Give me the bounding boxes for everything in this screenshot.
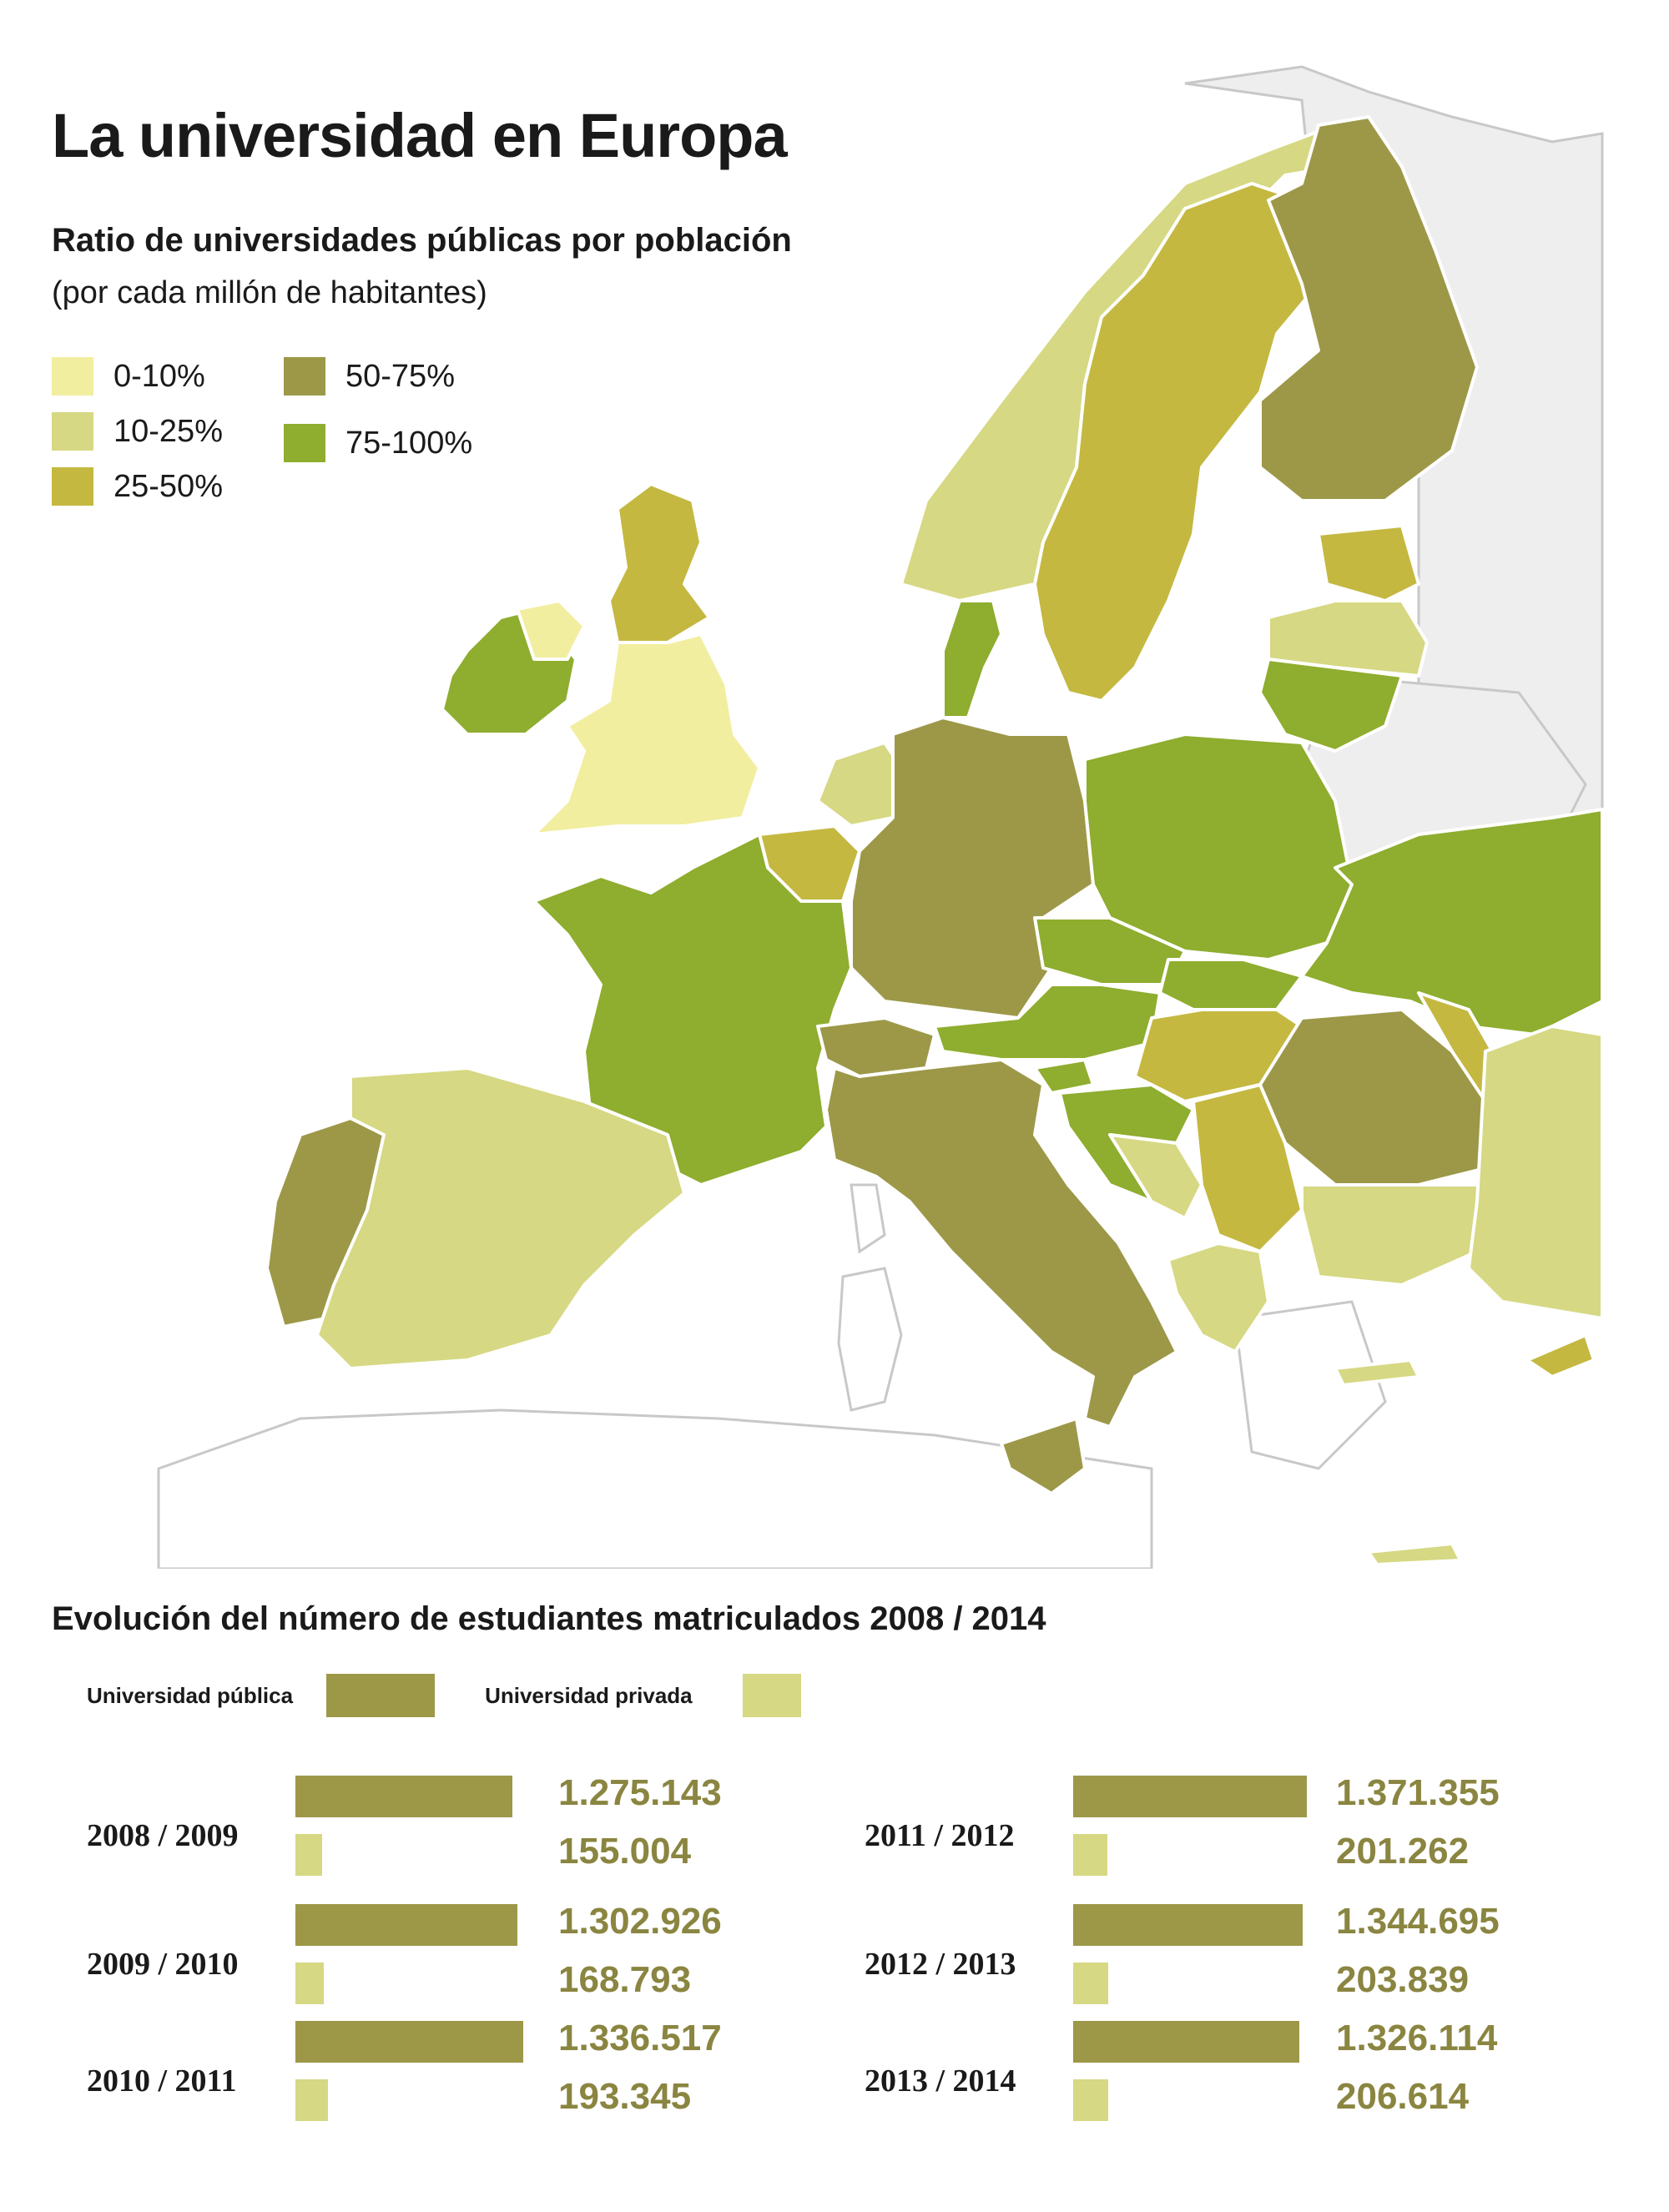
value-public: 1.275.143	[558, 1772, 722, 1813]
public-legend-label: Universidad pública	[87, 1682, 294, 1708]
value-public: 1.336.517	[558, 2018, 722, 2058]
year-row: 2008 / 2009 1.275.143 155.004	[87, 1772, 838, 1901]
map-countries	[265, 115, 1604, 1566]
region-poland	[1083, 733, 1354, 961]
value-private: 201.262	[1336, 1831, 1470, 1872]
region-bulgaria	[1300, 1183, 1487, 1287]
value-private: 206.614	[1336, 2076, 1470, 2117]
region-estonia	[1317, 524, 1420, 602]
legend-swatch	[284, 424, 325, 462]
region-sicily	[1000, 1417, 1087, 1495]
legend-item-0-10: 0-10%	[52, 357, 205, 396]
legend-swatch	[52, 412, 93, 451]
legend-label: 75-100%	[345, 425, 473, 461]
region-france	[532, 833, 853, 1187]
region-lithuania	[1258, 658, 1404, 753]
bar-public	[295, 2021, 523, 2063]
region-finland	[1258, 115, 1479, 502]
region-italy	[824, 1058, 1178, 1428]
region-crete-2	[1367, 1542, 1462, 1566]
students-type-legend: Universidad pública Universidad privada	[87, 1674, 801, 1717]
year-label: 2010 / 2011	[87, 2063, 237, 2099]
year-label: 2009 / 2010	[87, 1947, 239, 1982]
bar-private	[295, 1834, 322, 1876]
bar-public	[1073, 2021, 1299, 2063]
island-corsica	[850, 1183, 886, 1254]
region-slovenia	[1033, 1058, 1095, 1095]
bar-public	[1073, 1776, 1307, 1817]
bar-private	[295, 1963, 324, 2004]
bar-private	[1073, 2079, 1108, 2121]
legend-label: 0-10%	[113, 358, 205, 394]
legend-item-10-25: 10-25%	[52, 412, 223, 451]
value-private: 193.345	[558, 2076, 692, 2117]
region-northern-ireland	[516, 599, 586, 661]
europe-map	[157, 65, 1604, 1569]
public-legend-swatch	[326, 1674, 436, 1717]
students-section-title: Evolución del número de estudiantes matr…	[52, 1600, 1046, 1637]
year-label: 2011 / 2012	[865, 1818, 1015, 1853]
year-label: 2013 / 2014	[865, 2063, 1016, 2099]
region-greece	[1167, 1242, 1270, 1353]
private-legend-swatch	[742, 1674, 801, 1717]
region-scotland	[608, 482, 711, 644]
value-public: 1.344.695	[1336, 1901, 1500, 1942]
region-serbia	[1192, 1083, 1303, 1253]
region-bosnia	[1108, 1133, 1203, 1220]
value-private: 155.004	[558, 1831, 692, 1872]
bar-public	[1073, 1904, 1303, 1946]
region-balkans-grey	[1233, 1300, 1387, 1470]
bar-private	[1073, 1963, 1108, 2004]
region-turkey	[1467, 1025, 1604, 1320]
legend-item-50-75: 50-75%	[284, 357, 455, 396]
map-subtitle-units: (por cada millón de habitantes)	[52, 275, 487, 310]
legend-item-75-100: 75-100%	[284, 424, 472, 462]
legend-label: 25-50%	[113, 468, 223, 504]
year-row: 2012 / 2013 1.344.695 203.839	[865, 1901, 1616, 2029]
private-legend-label: Universidad privada	[485, 1682, 693, 1708]
year-row: 2013 / 2014 1.326.114 206.614	[865, 2018, 1616, 2146]
year-row: 2010 / 2011 1.336.517 193.345	[87, 2018, 838, 2146]
region-germany	[850, 716, 1095, 1020]
value-public: 1.371.355	[1336, 1772, 1500, 1813]
region-england-wales	[532, 632, 761, 836]
legend-label: 50-75%	[345, 358, 455, 394]
bar-public	[295, 1776, 512, 1817]
region-cyprus	[1525, 1333, 1596, 1378]
legend-swatch	[52, 467, 93, 506]
legend-swatch	[284, 357, 325, 396]
legend-label: 10-25%	[113, 413, 223, 449]
region-crete-1	[1334, 1358, 1420, 1387]
region-spain	[315, 1066, 686, 1370]
year-row: 2011 / 2012 1.371.355 201.262	[865, 1772, 1616, 1901]
map-subtitle: Ratio de universidades públicas por pobl…	[52, 222, 792, 259]
island-sardinia	[837, 1267, 903, 1412]
year-label: 2012 / 2013	[865, 1947, 1016, 1982]
legend-swatch	[52, 357, 93, 396]
page-title: La universidad en Europa	[52, 101, 788, 170]
region-north-africa	[157, 1408, 1153, 1569]
value-private: 168.793	[558, 1959, 692, 2000]
bar-private	[1073, 1834, 1107, 1876]
year-row: 2009 / 2010 1.302.926 168.793	[87, 1901, 838, 2029]
year-label: 2008 / 2009	[87, 1818, 239, 1853]
value-public: 1.326.114	[1336, 2018, 1498, 2058]
map-legend: 0-10% 10-25% 25-50% 50-75% 75-100%	[52, 357, 569, 524]
value-private: 203.839	[1336, 1959, 1470, 2000]
legend-item-25-50: 25-50%	[52, 467, 223, 506]
bar-private	[295, 2079, 328, 2121]
value-public: 1.302.926	[558, 1901, 722, 1942]
region-sweden	[1033, 182, 1320, 703]
bar-public	[295, 1904, 517, 1946]
